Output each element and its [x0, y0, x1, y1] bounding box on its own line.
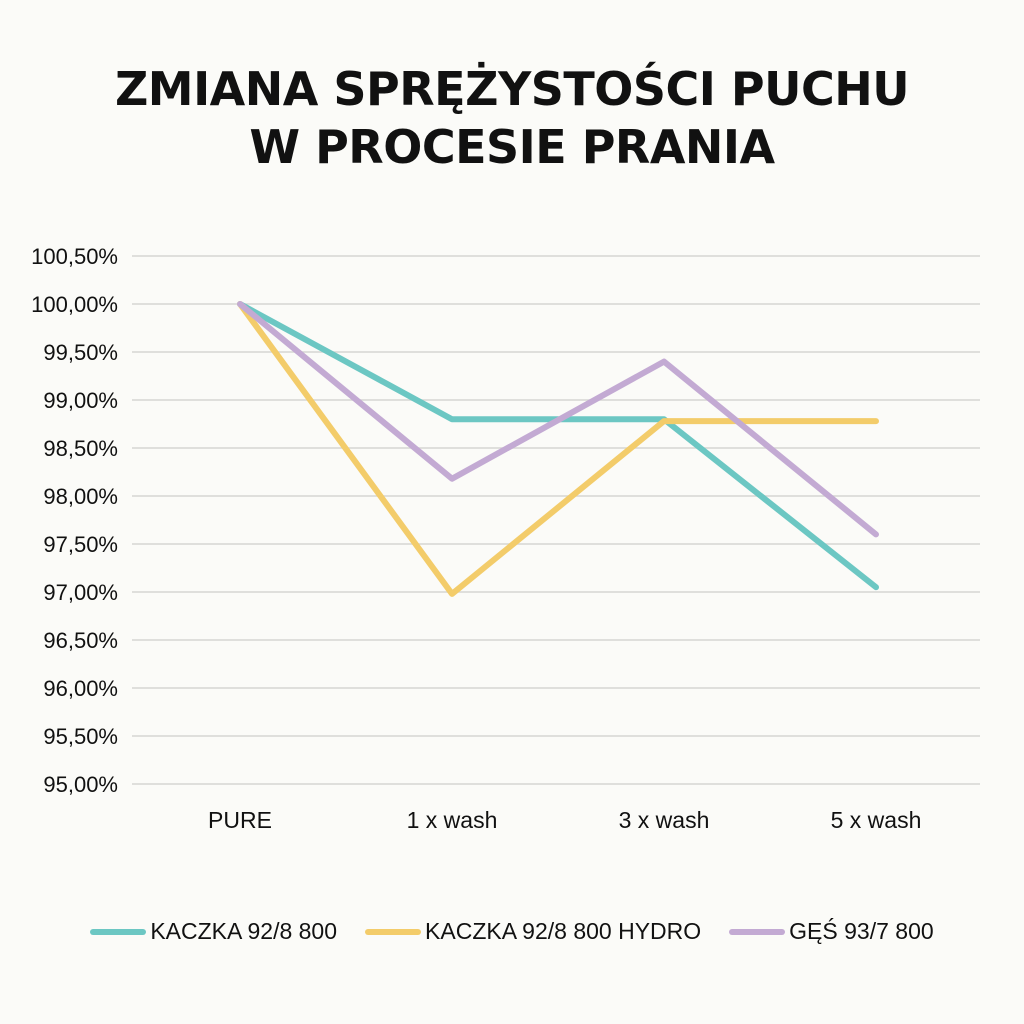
y-axis-ticks: 95,00% 95,50% 96,00% 96,50% 97,00% 97,50% 98,0… — [31, 244, 118, 797]
y-tick-label: 97,00% — [43, 580, 118, 605]
line-chart: 95,00% 95,50% 96,00% 96,50% 97,00% 97,50% 98,0… — [31, 244, 980, 833]
legend-swatch — [729, 928, 786, 935]
series-line-2 — [237, 301, 879, 597]
x-axis-ticks: PURE 1 x wash 3 x wash 5 x wash — [208, 807, 921, 833]
legend-item: GĘŚ 93/7 800 — [729, 918, 934, 945]
legend-item: KACZKA 92/8 800 — [90, 918, 337, 945]
y-tick-label: 95,50% — [43, 724, 118, 749]
chart-title: ZMIANA SPRĘŻYSTOŚCI PUCHU W PROCESIE PRA… — [0, 60, 1024, 176]
legend: KACZKA 92/8 800 KACZKA 92/8 800 HYDRO GĘŚ … — [0, 918, 1024, 945]
x-tick-label: 3 x wash — [619, 807, 710, 833]
y-tick-label: 99,50% — [43, 340, 118, 365]
x-tick-label: PURE — [208, 807, 272, 833]
y-tick-label: 100,50% — [31, 244, 118, 269]
y-tick-label: 98,50% — [43, 436, 118, 461]
legend-swatch — [90, 928, 147, 935]
gridlines — [132, 255, 980, 785]
x-tick-label: 5 x wash — [831, 807, 922, 833]
legend-item: KACZKA 92/8 800 HYDRO — [365, 918, 701, 945]
legend-swatch — [365, 928, 422, 935]
chart-title-line-1: ZMIANA SPRĘŻYSTOŚCI PUCHU — [114, 62, 910, 116]
y-tick-label: 98,00% — [43, 484, 118, 509]
y-tick-label: 97,50% — [43, 532, 118, 557]
series-line-3 — [237, 301, 879, 538]
legend-label: GĘŚ 93/7 800 — [789, 918, 934, 944]
y-tick-label: 96,00% — [43, 676, 118, 701]
legend-label: KACZKA 92/8 800 HYDRO — [425, 918, 702, 944]
chart-title-line-2: W PROCESIE PRANIA — [249, 120, 775, 174]
x-tick-label: 1 x wash — [407, 807, 498, 833]
y-tick-label: 100,00% — [31, 292, 118, 317]
y-tick-label: 96,50% — [43, 628, 118, 653]
y-tick-label: 99,00% — [43, 388, 118, 413]
series-lines — [237, 301, 879, 597]
legend-label: KACZKA 92/8 800 — [150, 918, 338, 944]
y-tick-label: 95,00% — [43, 772, 118, 797]
